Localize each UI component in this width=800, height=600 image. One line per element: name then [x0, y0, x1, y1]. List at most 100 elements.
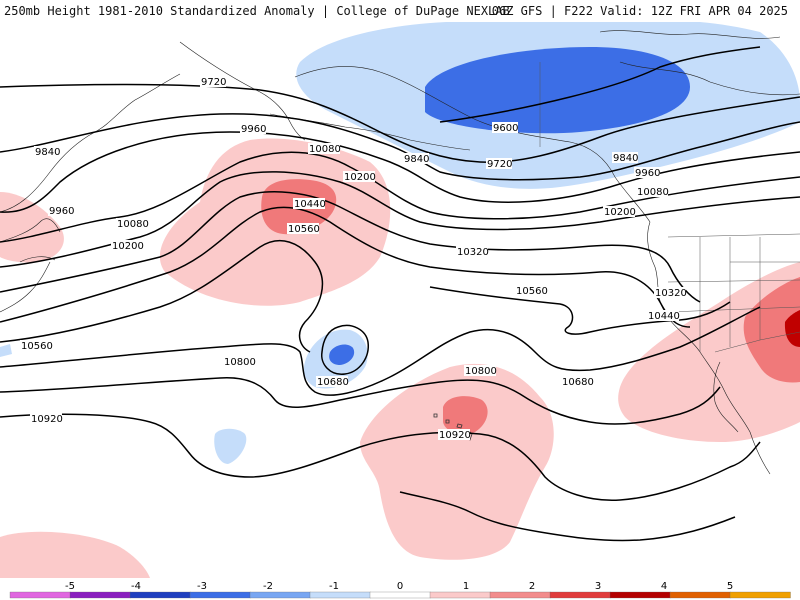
- anomaly-shading: [0, 22, 800, 578]
- contour-label: 9840: [403, 153, 429, 165]
- maui-island: [456, 423, 463, 429]
- colorbar-tick-label: -3: [197, 581, 207, 592]
- svg-text:10920: 10920: [439, 430, 471, 441]
- svg-text:10200: 10200: [604, 207, 636, 218]
- colorbar-swatch: [549, 591, 611, 599]
- negative-anomaly-alaska-core: [425, 47, 690, 134]
- colorbar-swatch: [9, 591, 71, 599]
- map-header: 250mb Height 1981-2010 Standardized Anom…: [0, 0, 800, 22]
- colorbar-swatches: [9, 591, 791, 599]
- contour-label: 10440: [647, 310, 680, 322]
- svg-text:10440: 10440: [648, 311, 680, 322]
- colorbar-swatch: [669, 591, 731, 599]
- contour-label: 9960: [634, 167, 660, 179]
- positive-anomaly-southwest: [0, 531, 150, 578]
- contour-label: 10320: [654, 287, 687, 299]
- political-borders: [539, 62, 800, 353]
- colorbar-swatch: [429, 591, 491, 599]
- svg-text:9600: 9600: [493, 123, 518, 134]
- contour-label: 10920: [30, 413, 63, 425]
- contour-label: 9960: [48, 205, 74, 217]
- contour-10680-loop: [321, 324, 369, 375]
- contour-label: 10440: [293, 198, 326, 210]
- svg-text:10200: 10200: [344, 172, 376, 183]
- contour-10320: [0, 191, 701, 303]
- colorbar-swatch: [369, 591, 431, 599]
- contour-label: 10560: [287, 223, 320, 235]
- svg-text:10560: 10560: [21, 341, 53, 352]
- svg-text:10200: 10200: [112, 241, 144, 252]
- contour-9720: [0, 83, 800, 163]
- colorbar-tick-labels: -5 -4 -3 -2 -1 0 1 2 3 4 5: [65, 581, 733, 592]
- contour-label: 9600: [492, 122, 518, 134]
- border-us-canada: [667, 233, 800, 238]
- contour-label: 10080: [116, 218, 149, 230]
- colorbar-tick-label: 1: [463, 581, 469, 592]
- contour-label: 10080: [308, 143, 341, 155]
- oahu-island: [445, 419, 450, 424]
- svg-text:10560: 10560: [288, 224, 320, 235]
- contour-10920: [0, 413, 761, 501]
- svg-text:10920: 10920: [31, 414, 63, 425]
- svg-text:10440: 10440: [294, 199, 326, 210]
- colorbar-legend: -5 -4 -3 -2 -1 0 1 2 3 4 5: [9, 581, 791, 599]
- negative-anomaly-central-pacific-core: [329, 344, 355, 365]
- contour-label: 10560: [20, 340, 53, 352]
- svg-text:9960: 9960: [635, 168, 660, 179]
- colorbar-tick-label: -5: [65, 581, 75, 592]
- svg-text:9840: 9840: [35, 147, 60, 158]
- colorbar-swatch: [249, 591, 311, 599]
- positive-anomaly-hawaii: [360, 363, 554, 560]
- contour-label: 10680: [316, 376, 349, 388]
- svg-text:9720: 9720: [201, 77, 226, 88]
- positive-anomaly-asia: [0, 192, 64, 263]
- contour-label: 10560: [515, 285, 548, 297]
- svg-text:10080: 10080: [309, 144, 341, 155]
- colorbar-tick-label: 3: [595, 581, 601, 592]
- contour-label: 9840: [612, 152, 638, 164]
- contour-label: 10800: [223, 356, 256, 368]
- contour-9600: [439, 46, 761, 123]
- coastline-arctic: [599, 30, 800, 96]
- contour-label: 10680: [561, 376, 594, 388]
- colorbar-tick-label: 0: [397, 581, 403, 592]
- contour-9840: [0, 113, 800, 181]
- positive-anomaly-west-coast-mid: [743, 277, 800, 383]
- contour-label: 9720: [200, 76, 226, 88]
- map-title: 250mb Height 1981-2010 Standardized Anom…: [4, 4, 510, 18]
- colorbar-swatch: [489, 591, 551, 599]
- svg-text:10800: 10800: [224, 357, 256, 368]
- svg-text:10080: 10080: [637, 187, 669, 198]
- svg-text:9840: 9840: [613, 153, 638, 164]
- state-lines: [667, 237, 800, 352]
- contour-label: 10200: [343, 171, 376, 183]
- colorbar-tick-label: 2: [529, 581, 535, 592]
- colorbar-swatch: [129, 591, 191, 599]
- contour-label: 10200: [111, 240, 144, 252]
- contour-label: 9720: [486, 158, 512, 170]
- svg-text:10080: 10080: [117, 219, 149, 230]
- svg-text:10320: 10320: [655, 288, 687, 299]
- contour-label: 10080: [636, 186, 669, 198]
- colorbar-swatch: [69, 591, 131, 599]
- colorbar-swatch: [189, 591, 251, 599]
- colorbar-tick-label: 4: [661, 581, 667, 592]
- contour-10200: [0, 171, 800, 268]
- coastline-baja: [713, 361, 739, 433]
- colorbar-tick-label: -4: [131, 581, 141, 592]
- contour-labels: 9720 9960 9840 10080 10200 10440 10560 1…: [20, 76, 687, 441]
- contour-label: 10320: [456, 246, 489, 258]
- contour-10080: [0, 151, 800, 243]
- colorbar-swatch: [309, 591, 371, 599]
- colorbar-tick-label: -2: [263, 581, 273, 592]
- contour-label: 10920: [438, 429, 471, 441]
- colorbar-swatch: [609, 591, 671, 599]
- svg-text:10320: 10320: [457, 247, 489, 258]
- svg-text:10800: 10800: [465, 366, 497, 377]
- contour-label: 10200: [603, 206, 636, 218]
- negative-anomaly-small: [214, 428, 247, 464]
- contour-label: 10800: [464, 365, 497, 377]
- contour-9960: [0, 131, 800, 213]
- coastline-kamchatka: [179, 41, 306, 141]
- positive-anomaly-hawaii-core: [443, 396, 488, 435]
